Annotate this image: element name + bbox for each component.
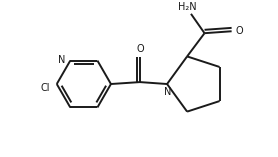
Text: N: N [58, 55, 65, 65]
Text: H₂N: H₂N [178, 2, 197, 12]
Text: O: O [235, 26, 243, 36]
Text: Cl: Cl [40, 83, 50, 93]
Text: O: O [136, 44, 144, 54]
Text: N: N [164, 87, 172, 97]
